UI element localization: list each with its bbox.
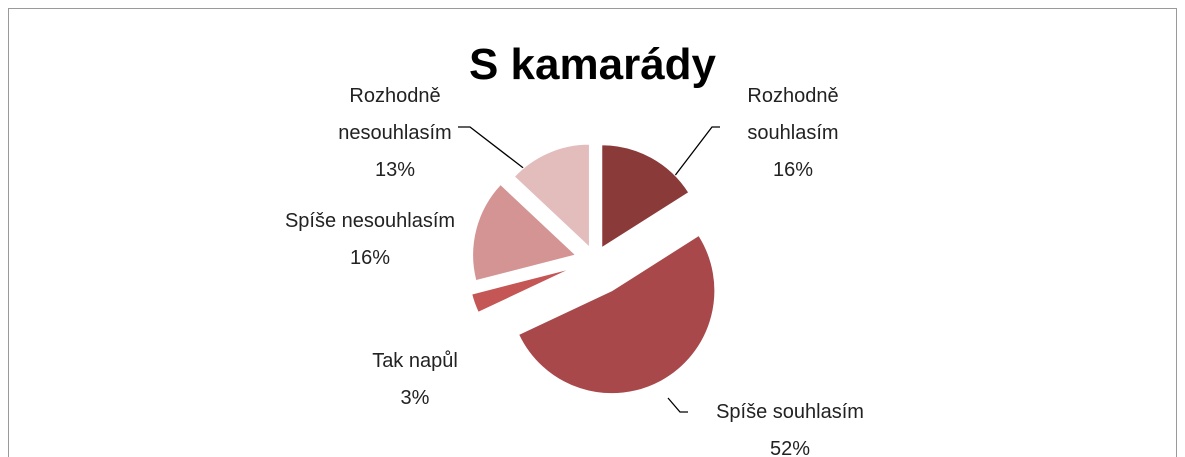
- slice-value-label: 13%: [374, 159, 416, 181]
- slice-label: Spíše souhlasím: [716, 401, 864, 423]
- slice-label: Rozhodně nesouhlasím: [338, 85, 452, 144]
- slice-value-label: 16%: [772, 159, 814, 181]
- slice-value-label: 52%: [769, 438, 811, 457]
- leader-line: [667, 397, 688, 413]
- pie-slice: [472, 183, 577, 282]
- slice-value-label: 3%: [400, 387, 430, 409]
- pie-slice: [517, 234, 716, 395]
- slice-value-label: 16%: [349, 247, 391, 269]
- leader-line: [458, 126, 549, 188]
- pie-slice: [513, 143, 590, 249]
- leader-line: [663, 126, 720, 191]
- chart-title: S kamarády: [468, 40, 717, 89]
- slice-label: Spíše nesouhlasím: [284, 210, 456, 232]
- pie-slice: [601, 144, 690, 249]
- pie-slice: [471, 267, 572, 313]
- chart-border: [8, 8, 1177, 457]
- slice-label: Rozhodně souhlasím: [747, 85, 839, 144]
- slice-label: Tak napůl: [372, 350, 458, 372]
